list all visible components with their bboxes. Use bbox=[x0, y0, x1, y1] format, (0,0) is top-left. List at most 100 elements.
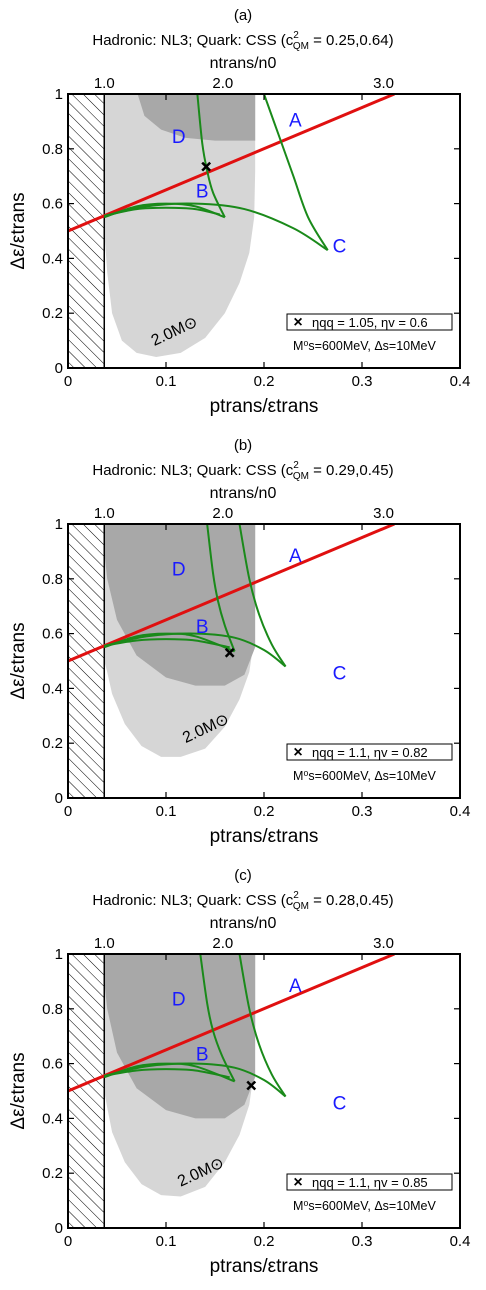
region-label-c: C bbox=[333, 236, 347, 257]
y-tick-label: 1 bbox=[55, 516, 63, 533]
panel-label: (c) bbox=[234, 867, 252, 884]
y-tick-label: 0.4 bbox=[42, 1110, 63, 1127]
chart-panel-1: (a) Hadronic: NL3; Quark: CSS (c2 QM = 0.2… bbox=[0, 0, 486, 430]
region-label-b: B bbox=[196, 617, 209, 638]
legend-marker: × bbox=[293, 1174, 302, 1191]
chart-svg: (b) Hadronic: NL3; Quark: CSS (c2 QM = 0.2… bbox=[8, 437, 471, 847]
red-line bbox=[68, 94, 395, 233]
y-tick-label: 0.8 bbox=[42, 571, 63, 588]
x-tick-label: 0.4 bbox=[450, 373, 471, 390]
green-curve-4 bbox=[206, 524, 236, 652]
x-tick-label: 0.2 bbox=[254, 373, 275, 390]
plot-area bbox=[68, 954, 395, 1228]
region-label-d: D bbox=[172, 127, 186, 148]
top-x-tick-label: 1.0 bbox=[94, 505, 115, 522]
hatched-region bbox=[68, 524, 106, 798]
y-axis-label: Δε/εtrans bbox=[8, 622, 29, 699]
top-x-tick-label: 3.0 bbox=[373, 505, 394, 522]
data-marker bbox=[224, 647, 235, 658]
top-x-tick-label: 2.0 bbox=[212, 935, 233, 952]
top-axis-label: ntrans/n0 bbox=[210, 485, 277, 502]
data-marker bbox=[201, 161, 212, 172]
y-axis-label: Δε/εtrans bbox=[8, 1052, 29, 1129]
chart-panel-3: (c) Hadronic: NL3; Quark: CSS (c2 QM = 0.2… bbox=[0, 860, 486, 1290]
green-curve-2 bbox=[104, 638, 230, 649]
dark-gray-region bbox=[104, 954, 256, 1119]
legend-marker: × bbox=[293, 744, 302, 761]
y-tick-label: 0.2 bbox=[42, 735, 63, 752]
green-curve-5 bbox=[263, 94, 329, 251]
hatched-region bbox=[68, 954, 106, 1228]
green-curve-3 bbox=[104, 1062, 287, 1098]
chart-title: Hadronic: NL3; Quark: CSS (c2 QM = 0.28,0… bbox=[92, 890, 393, 912]
y-tick-label: 0.8 bbox=[42, 1001, 63, 1018]
chart-panel-2: (b) Hadronic: NL3; Quark: CSS (c2 QM = 0.2… bbox=[0, 430, 486, 860]
region-label-a: A bbox=[289, 976, 302, 997]
region-label-b: B bbox=[196, 182, 209, 203]
chart-svg: (c) Hadronic: NL3; Quark: CSS (c2 QM = 0.2… bbox=[8, 867, 470, 1277]
title-subscript: QM bbox=[293, 41, 309, 52]
y-tick-label: 0.2 bbox=[42, 1165, 63, 1182]
chart-title: Hadronic: NL3; Quark: CSS (c2 QM = 0.29,0… bbox=[92, 460, 393, 482]
region-label-c: C bbox=[333, 1094, 347, 1115]
y-tick-label: 1 bbox=[55, 946, 63, 963]
top-x-tick-label: 3.0 bbox=[373, 75, 394, 92]
x-tick-label: 0 bbox=[64, 803, 72, 820]
x-tick-label: 0.2 bbox=[254, 1233, 275, 1250]
panel-label: (b) bbox=[234, 437, 252, 454]
title-text: Hadronic: NL3; Quark: CSS (c bbox=[92, 462, 293, 479]
green-curve-4 bbox=[199, 954, 236, 1082]
dark-gray-region bbox=[137, 94, 256, 141]
plot-area bbox=[68, 94, 395, 368]
chart-title: Hadronic: NL3; Quark: CSS (c2 QM = 0.25,0… bbox=[92, 30, 393, 52]
green-curve-2 bbox=[104, 1068, 230, 1079]
x-tick-label: 0.4 bbox=[450, 803, 471, 820]
title-text: Hadronic: NL3; Quark: CSS (c bbox=[92, 892, 293, 909]
red-line bbox=[68, 524, 395, 663]
x-axis-label: ptrans/εtrans bbox=[210, 1256, 319, 1277]
data-marker bbox=[246, 1080, 257, 1091]
x-tick-label: 0 bbox=[64, 373, 72, 390]
x-tick-label: 0.2 bbox=[254, 803, 275, 820]
title-superscript: 2 bbox=[293, 460, 299, 471]
legend-ms-text: M⁰s=600MeV, Δs=10MeV bbox=[293, 339, 436, 353]
title-text: = 0.28,0.45) bbox=[309, 892, 394, 909]
top-axis-label: ntrans/n0 bbox=[210, 55, 277, 72]
legend: × ηqq = 1.1, ηv = 0.85 M⁰s=600MeV, Δs=10Me… bbox=[286, 1173, 453, 1213]
region-label-d: D bbox=[172, 560, 186, 581]
x-tick-label: 0 bbox=[64, 1233, 72, 1250]
region-label-a: A bbox=[289, 546, 302, 567]
y-tick-label: 0.6 bbox=[42, 1056, 63, 1073]
title-subscript: QM bbox=[293, 471, 309, 482]
y-tick-label: 0 bbox=[55, 1220, 63, 1237]
legend: × ηqq = 1.1, ηv = 0.82 M⁰s=600MeV, Δs=10Me… bbox=[286, 743, 453, 783]
panel-label: (a) bbox=[234, 7, 252, 24]
green-curve-3 bbox=[104, 632, 287, 668]
y-tick-label: 0.4 bbox=[42, 250, 63, 267]
green-curve-3 bbox=[104, 202, 329, 252]
y-tick-label: 0 bbox=[55, 360, 63, 377]
green-curve-4 bbox=[196, 94, 226, 218]
title-text: = 0.29,0.45) bbox=[309, 462, 394, 479]
x-tick-label: 0.3 bbox=[352, 803, 373, 820]
y-tick-label: 0.2 bbox=[42, 305, 63, 322]
plot-area bbox=[68, 524, 395, 798]
legend-marker: × bbox=[293, 314, 302, 331]
red-line bbox=[68, 954, 395, 1093]
green-curve-5 bbox=[238, 524, 287, 668]
x-tick-label: 0.1 bbox=[156, 803, 177, 820]
title-text: = 0.25,0.64) bbox=[309, 32, 394, 49]
green-curve-5 bbox=[238, 954, 287, 1098]
x-tick-label: 0.1 bbox=[156, 373, 177, 390]
legend-eta-text: ηqq = 1.1, ηv = 0.82 bbox=[312, 745, 428, 760]
y-tick-label: 0.6 bbox=[42, 626, 63, 643]
title-subscript: QM bbox=[293, 901, 309, 912]
legend: × ηqq = 1.05, ηv = 0.6 M⁰s=600MeV, Δs=10Me… bbox=[286, 313, 453, 353]
top-axis-label: ntrans/n0 bbox=[210, 915, 277, 932]
x-axis-label: ptrans/εtrans bbox=[210, 826, 319, 847]
title-text: Hadronic: NL3; Quark: CSS (c bbox=[92, 32, 293, 49]
legend-ms-text: M⁰s=600MeV, Δs=10MeV bbox=[293, 1199, 436, 1213]
chart-svg: (a) Hadronic: NL3; Quark: CSS (c2 QM = 0.2… bbox=[8, 7, 471, 417]
light-gray-region bbox=[104, 94, 256, 358]
legend-ms-text: M⁰s=600MeV, Δs=10MeV bbox=[293, 769, 436, 783]
